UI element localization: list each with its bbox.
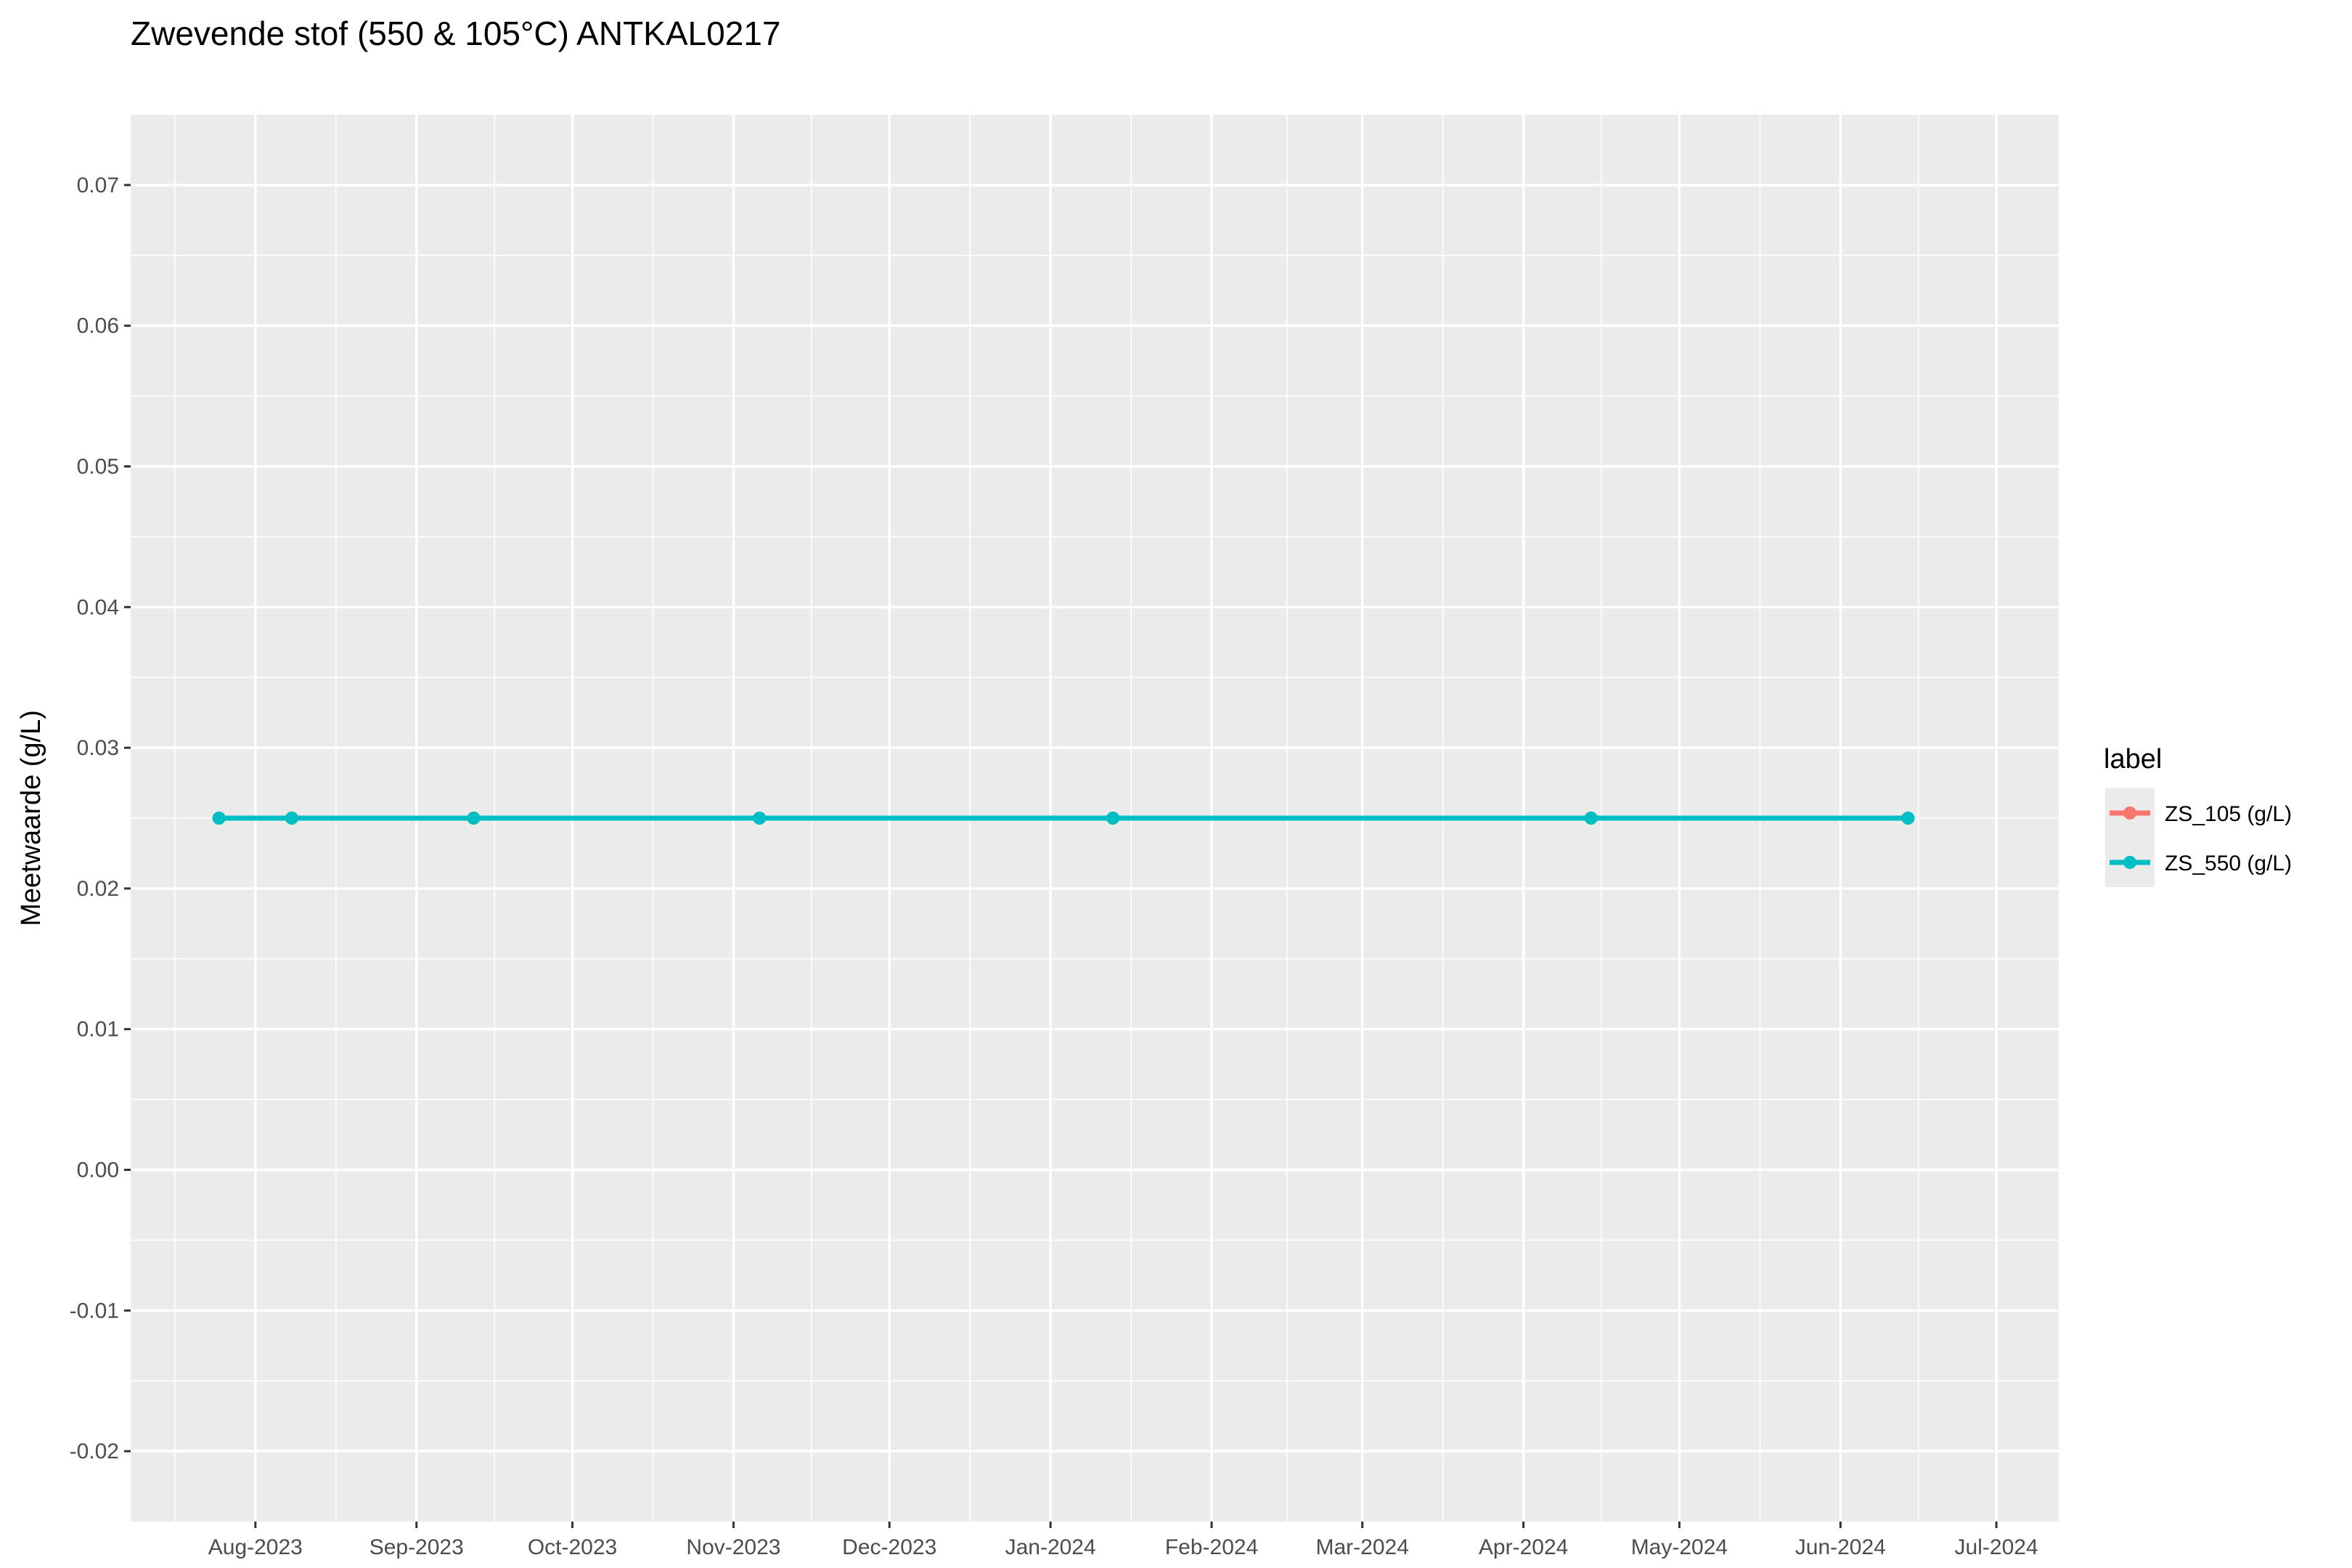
chart-title: Zwevende stof (550 & 105°C) ANTKAL0217 (131, 15, 780, 52)
legend-label: ZS_105 (g/L) (2165, 802, 2292, 826)
x-tick-label: Jun-2024 (1795, 1535, 1886, 1559)
x-tick-label: Mar-2024 (1315, 1535, 1408, 1559)
data-point (753, 812, 767, 825)
y-axis-title: Meetwaarde (g/L) (16, 710, 46, 926)
data-point (1584, 812, 1598, 825)
legend-key-point (2123, 807, 2136, 820)
x-tick-label: Dec-2023 (842, 1535, 936, 1559)
x-tick-label: Nov-2023 (686, 1535, 780, 1559)
x-axis: Aug-2023 Sep-2023 Oct-2023 Nov-2023 Dec-2023… (208, 1522, 2038, 1559)
y-tick-label: 0.03 (77, 736, 119, 760)
x-tick-label: May-2024 (1631, 1535, 1728, 1559)
major-gridlines (131, 115, 2059, 1522)
x-tick-label: Sep-2023 (369, 1535, 464, 1559)
y-tick-label: 0.05 (77, 455, 119, 479)
x-tick-label: Apr-2024 (1479, 1535, 1568, 1559)
y-tick-label: 0.04 (77, 595, 119, 619)
legend: label ZS_105 (g/L) ZS_550 (g/L) (2104, 744, 2292, 887)
x-tick-label: Feb-2024 (1165, 1535, 1258, 1559)
data-point (212, 812, 226, 825)
legend-item: ZS_550 (g/L) (2105, 838, 2292, 887)
legend-item: ZS_105 (g/L) (2105, 788, 2292, 838)
data-point (1901, 812, 1915, 825)
y-tick-label: 0.06 (77, 314, 119, 338)
x-tick-label: Aug-2023 (208, 1535, 303, 1559)
y-axis: -0.02 -0.01 0.00 0.01 0.02 0.03 0.04 0.05 0.06 0.… (70, 173, 131, 1463)
y-tick-label: 0.00 (77, 1159, 119, 1183)
x-tick-label: Oct-2023 (528, 1535, 617, 1559)
y-tick-label: -0.01 (70, 1299, 119, 1323)
y-tick-label: -0.02 (70, 1440, 119, 1463)
x-tick-label: Jul-2024 (1955, 1535, 2038, 1559)
data-point (1106, 812, 1120, 825)
y-tick-label: 0.02 (77, 877, 119, 901)
x-tick-label: Jan-2024 (1005, 1535, 1096, 1559)
legend-key-point (2123, 856, 2136, 869)
legend-keys: ZS_105 (g/L) ZS_550 (g/L) (2105, 788, 2292, 887)
y-tick-label: 0.01 (77, 1018, 119, 1042)
y-tick-label: 0.07 (77, 173, 119, 197)
legend-title: label (2104, 744, 2162, 775)
legend-label: ZS_550 (g/L) (2165, 852, 2292, 875)
data-point (285, 812, 298, 825)
series-points (212, 812, 1915, 825)
data-point (467, 812, 481, 825)
